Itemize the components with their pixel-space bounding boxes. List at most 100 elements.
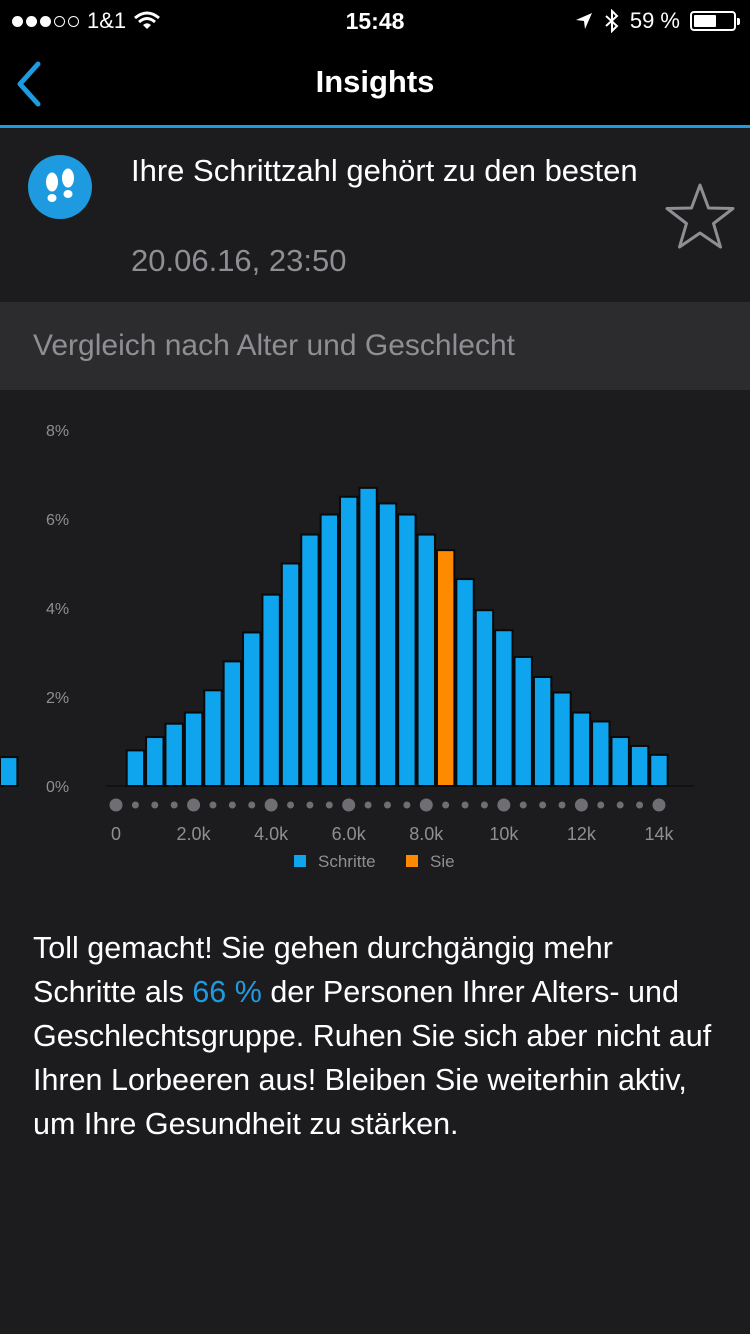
y-tick-label: 4% <box>46 601 69 618</box>
x-axis-major-dot <box>342 798 356 812</box>
x-axis-major-dot <box>574 798 588 812</box>
y-tick-label: 2% <box>46 690 69 707</box>
chart-svg: 0% 2% 4% 6% 8% 0 2.0k 4.0k 6.0k 8.0k 10k 12k 14k Schr… <box>0 423 694 871</box>
chart-bar <box>261 593 281 787</box>
chart-bar <box>416 533 436 787</box>
x-tick-label: 0 <box>111 824 121 844</box>
battery-percent: 59 % <box>629 8 680 33</box>
signal-strength-icon <box>12 15 79 27</box>
x-axis-minor-dot <box>442 801 450 809</box>
chart-bar <box>145 736 165 787</box>
chart-bar <box>571 711 592 788</box>
wifi-icon <box>134 11 161 29</box>
chart-bar <box>203 689 223 788</box>
legend-swatch <box>294 855 306 867</box>
chart-bar <box>629 744 650 788</box>
chart-bar <box>125 749 146 787</box>
chart-bar <box>183 711 204 788</box>
navigation-bar: Insights <box>0 40 750 128</box>
section-header: Vergleich nach Alter und Geschlecht <box>0 302 750 390</box>
x-axis-minor-dot <box>539 801 547 809</box>
chart-bar <box>552 691 572 787</box>
insight-title: Ihre Schrittzahl gehört zu den besten <box>131 153 638 188</box>
chart-bar <box>494 629 514 787</box>
x-tick-label: 6.0k <box>332 824 367 844</box>
status-bar: 1&1 15:48 59 % <box>0 0 750 40</box>
location-arrow-icon <box>575 13 592 29</box>
y-tick-label: 8% <box>46 423 69 440</box>
chart-bar <box>649 753 669 788</box>
x-axis-minor-dot <box>325 801 333 809</box>
star-icon <box>665 183 735 249</box>
chart-bar <box>474 609 495 787</box>
step-distribution-chart: 0% 2% 4% 6% 8% 0 2.0k 4.0k 6.0k 8.0k 10k 12k 14k Schr… <box>0 390 750 900</box>
x-axis-major-dot <box>264 798 278 812</box>
x-tick-label: 4.0k <box>254 824 289 844</box>
y-tick-label: 0% <box>46 779 69 796</box>
x-axis-minor-dot <box>597 801 605 809</box>
back-button[interactable] <box>10 54 60 114</box>
favorite-button[interactable] <box>662 181 738 253</box>
chart-bar <box>358 486 378 787</box>
legend-label: Sie <box>430 852 455 871</box>
x-axis-minor-dot <box>151 801 159 809</box>
chart-bar <box>242 631 262 787</box>
x-axis-minor-dot <box>287 801 295 809</box>
x-axis-minor-dot <box>131 801 139 809</box>
status-left: 1&1 <box>12 8 161 34</box>
chart-bar <box>377 502 398 788</box>
x-axis-minor-dot <box>209 801 217 809</box>
x-axis-minor-dot <box>616 801 624 809</box>
chevron-left-icon <box>17 61 41 107</box>
x-tick-label: 10k <box>489 824 519 844</box>
chart-bar-you <box>435 549 456 787</box>
description-text-after: der Personen Ihrer Alters- und Geschlech… <box>33 975 712 1141</box>
x-axis-minor-dot <box>306 801 314 809</box>
page-title: Insights <box>315 64 435 99</box>
insight-description: Toll gemacht! Sie gehen durchgängig mehr… <box>33 926 723 1146</box>
section-title: Vergleich nach Alter und Geschlecht <box>33 329 515 362</box>
x-tick-label: 2.0k <box>177 824 212 844</box>
clock-label: 15:48 <box>345 8 405 34</box>
x-tick-label: 14k <box>644 824 674 844</box>
chart-bar <box>339 495 359 787</box>
battery-icon <box>690 11 740 31</box>
carrier-label: 1&1 <box>87 8 127 33</box>
x-axis-major-dot <box>187 798 201 812</box>
chart-bar <box>319 513 340 788</box>
chart-bar <box>513 655 533 788</box>
x-axis-major-dot <box>652 798 666 812</box>
chart-bar <box>280 562 301 787</box>
x-axis-minor-dot <box>383 801 391 809</box>
chart-bar <box>0 756 19 788</box>
x-tick-label: 8.0k <box>409 824 444 844</box>
x-axis-minor-dot <box>636 801 644 809</box>
battery-level-fill <box>694 15 717 27</box>
footprints-icon <box>28 155 92 219</box>
x-axis-major-dot <box>497 798 511 812</box>
x-axis-minor-dot <box>170 801 178 809</box>
status-right: 59 % <box>574 8 740 34</box>
x-axis-minor-dot <box>558 801 566 809</box>
chart-bar <box>397 513 417 788</box>
chart-bar <box>455 578 475 787</box>
chart-bar <box>610 736 630 787</box>
chart-bar <box>532 675 553 788</box>
x-axis-minor-dot <box>364 801 372 809</box>
x-axis-minor-dot <box>519 801 527 809</box>
x-axis-minor-dot <box>228 801 236 809</box>
x-axis-major-dot <box>419 798 433 812</box>
x-axis-major-dot <box>109 798 123 812</box>
y-tick-label: 6% <box>46 512 69 529</box>
legend-label: Schritte <box>318 852 376 871</box>
chart-bar <box>591 720 611 788</box>
insight-date: 20.06.16, 23:50 <box>131 243 347 278</box>
chart-bar <box>222 660 243 787</box>
x-axis-minor-dot <box>248 801 256 809</box>
x-axis-minor-dot <box>480 801 488 809</box>
insight-header: Ihre Schrittzahl gehört zu den besten 20… <box>0 131 750 302</box>
chart-bar <box>164 722 184 788</box>
percent-highlight: 66 % <box>192 975 262 1009</box>
chart-bar <box>300 533 320 787</box>
x-axis-minor-dot <box>403 801 411 809</box>
